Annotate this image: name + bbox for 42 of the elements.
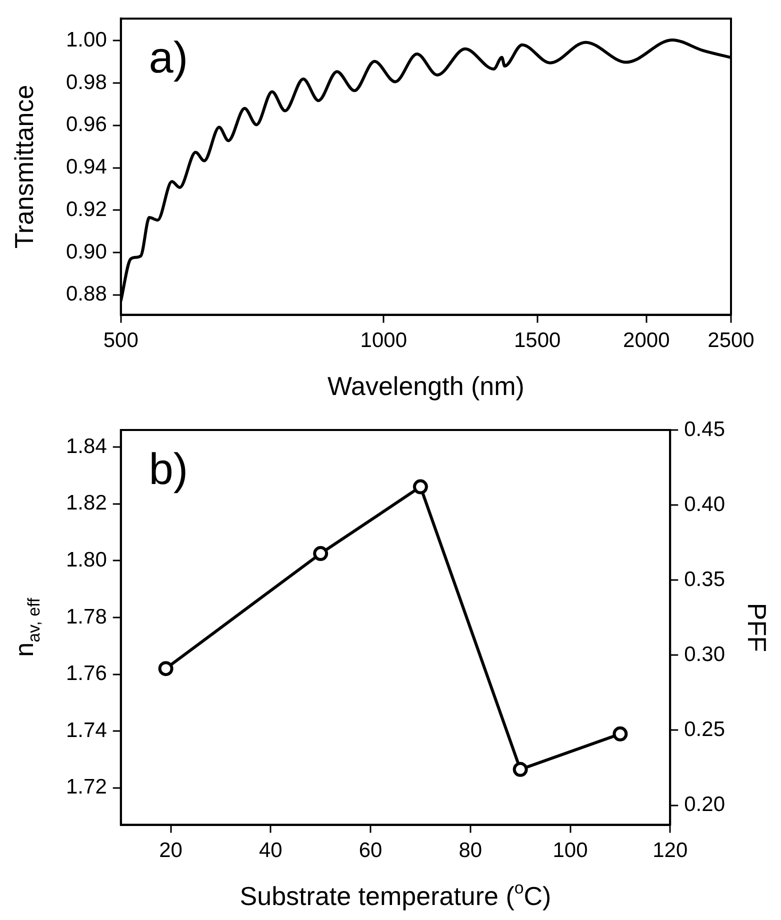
x-tick-label: 80 — [458, 839, 482, 862]
y-tick-label: 1.84 — [66, 434, 108, 458]
point — [412, 479, 428, 494]
y2-tick-label: 0.30 — [684, 642, 726, 666]
x-tick-label: 2000 — [623, 329, 670, 352]
y2-tick-label: 0.25 — [684, 718, 726, 742]
y2-tick-label: 0.20 — [684, 793, 726, 816]
x-tick-label: 20 — [159, 839, 182, 862]
y-tick-label: 1.78 — [66, 605, 107, 628]
x-tick-label: 120 — [652, 839, 688, 862]
x-tick-label: 500 — [103, 329, 138, 352]
y-tick-label: 1.74 — [66, 718, 108, 742]
y-tick-label: 0.90 — [66, 240, 107, 264]
y2-tick-label: 0.40 — [684, 492, 726, 516]
y-tick-label: 1.80 — [66, 548, 107, 572]
y2-axis-title: PFF — [742, 602, 772, 652]
y-tick-label: 1.82 — [66, 492, 107, 515]
x-tick-label: 1500 — [514, 329, 561, 352]
y-tick-label: 0.92 — [66, 198, 107, 221]
y-axis-title: nav, eff — [9, 598, 44, 657]
y-tick-label: 0.94 — [66, 156, 108, 179]
y-axis-title: Transmittance — [9, 84, 40, 249]
x-tick-label: 60 — [358, 839, 382, 862]
x-tick-label: 1000 — [360, 329, 407, 352]
annotation: a) — [148, 34, 188, 83]
y-tick-label: 1.72 — [66, 776, 107, 799]
y-tick-label: 0.98 — [66, 70, 107, 94]
y-tick-label: 1.00 — [66, 28, 107, 52]
y-tick-label: 0.96 — [66, 113, 107, 136]
x-tick-label: 100 — [552, 839, 588, 862]
y-tick-label: 0.88 — [66, 282, 107, 306]
x-tick-label: 2500 — [708, 329, 754, 352]
y2-tick-label: 0.45 — [684, 418, 726, 441]
x-tick-label: 40 — [258, 839, 282, 862]
y-tick-label: 1.76 — [66, 662, 107, 686]
x-axis-title: Wavelength (nm) — [327, 371, 524, 402]
point — [158, 661, 174, 676]
annotation: b) — [148, 445, 188, 494]
point — [512, 762, 528, 777]
point — [313, 546, 328, 562]
point — [612, 726, 628, 742]
y2-tick-label: 0.35 — [684, 568, 726, 591]
